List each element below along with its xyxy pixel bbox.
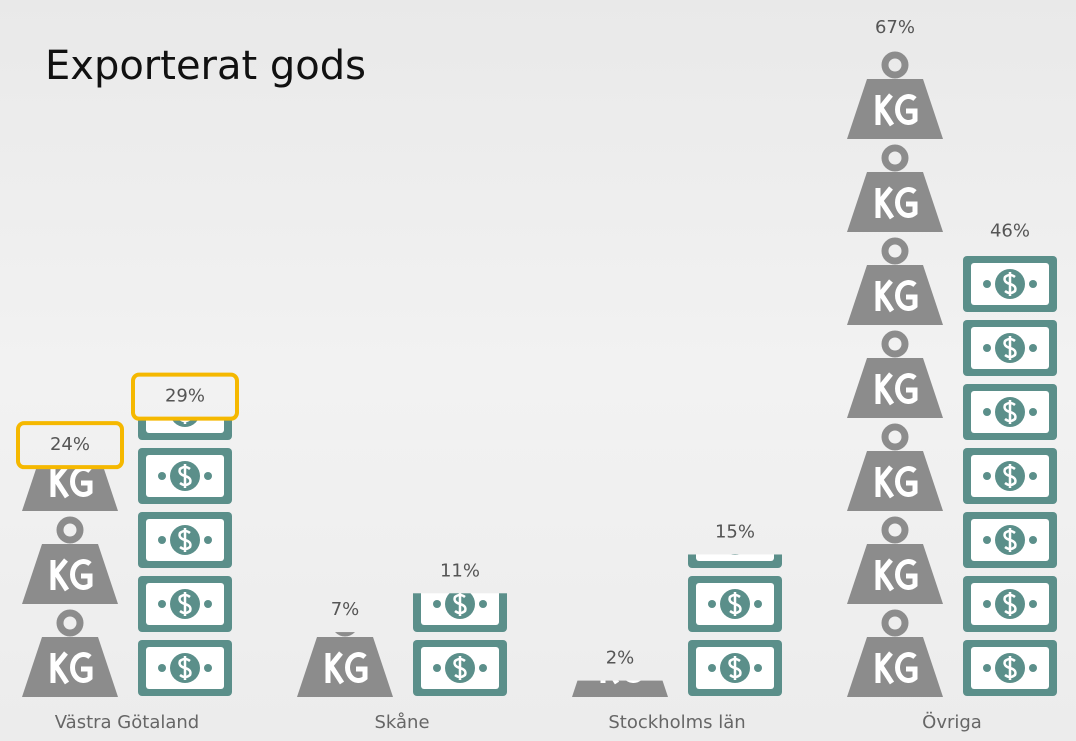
highlight-box: [131, 372, 239, 421]
weight-bar: [295, 632, 395, 700]
money-bar: [960, 253, 1060, 701]
highlight-box: [16, 421, 124, 470]
money-bar: [685, 554, 785, 700]
category-label: Övriga: [922, 711, 982, 733]
weight-bar: [570, 680, 670, 700]
value-label: 15%: [715, 521, 755, 542]
value-label: 11%: [440, 560, 480, 581]
value-label: 67%: [875, 17, 915, 38]
value-label: 7%: [331, 599, 360, 620]
value-label: 29%: [165, 386, 205, 407]
value-label: 24%: [50, 434, 90, 455]
money-bar: [135, 418, 235, 700]
weight-bar: [20, 467, 120, 700]
category-label: Skåne: [374, 712, 429, 733]
value-label: 2%: [606, 648, 635, 669]
value-label: 46%: [990, 221, 1030, 242]
category-label: Västra Götaland: [55, 712, 199, 733]
category-label: Stockholms län: [608, 712, 745, 733]
weight-bar: [845, 50, 945, 700]
money-bar: [410, 593, 510, 700]
chart-title: Exporterat gods: [45, 43, 366, 89]
